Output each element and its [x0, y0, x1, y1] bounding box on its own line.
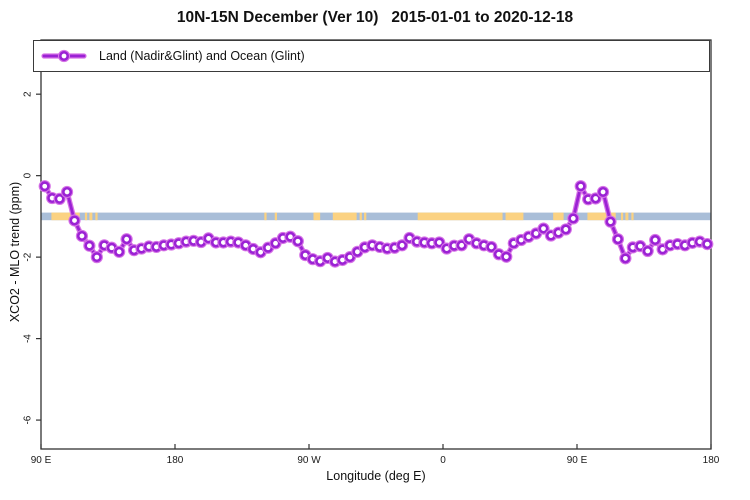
- x-tick-label: 90 E: [31, 455, 52, 466]
- data-point: [76, 230, 87, 241]
- data-point: [69, 215, 80, 226]
- legend-box: Land (Nadir&Glint) and Ocean (Glint): [33, 40, 710, 72]
- data-point: [397, 240, 408, 251]
- data-point: [434, 237, 445, 248]
- data-point: [456, 240, 467, 251]
- data-point: [54, 193, 65, 204]
- data-point: [292, 236, 303, 247]
- ocean-band: [41, 212, 711, 221]
- data-point: [501, 251, 512, 262]
- data-point: [39, 181, 50, 192]
- x-tick-label: 0: [440, 455, 446, 466]
- data-point: [114, 246, 125, 257]
- data-point: [575, 181, 586, 192]
- y-tick-label: -4: [23, 334, 34, 343]
- data-point: [84, 240, 95, 251]
- data-point: [605, 216, 616, 227]
- land-segment: [364, 212, 367, 221]
- land-segment: [417, 212, 503, 221]
- data-point: [642, 246, 653, 257]
- x-tick-label: 180: [167, 455, 184, 466]
- data-point: [598, 186, 609, 197]
- data-point: [344, 252, 355, 263]
- data-point: [91, 252, 102, 263]
- land-segment: [359, 212, 362, 221]
- x-tick-label: 180: [703, 455, 720, 466]
- data-point: [560, 224, 571, 235]
- x-tick-label: 90 W: [297, 455, 321, 466]
- data-point: [538, 223, 549, 234]
- land-segment: [505, 212, 524, 221]
- land-segment: [625, 212, 629, 221]
- land-segment: [51, 212, 80, 221]
- data-point: [650, 235, 661, 246]
- y-tick-label: 2: [23, 91, 34, 97]
- data-point: [612, 234, 623, 245]
- y-tick-label: -2: [23, 252, 34, 261]
- land-segment: [84, 212, 88, 221]
- legend-line-marker-icon: [41, 49, 87, 63]
- data-point: [568, 213, 579, 224]
- land-segment: [89, 212, 93, 221]
- data-point: [121, 234, 132, 245]
- data-point: [531, 228, 542, 239]
- land-segment: [587, 212, 616, 221]
- data-point: [62, 186, 73, 197]
- x-tick-label: 90 E: [567, 455, 588, 466]
- data-point: [635, 241, 646, 252]
- chart-title: 10N-15N December (Ver 10) 2015-01-01 to …: [176, 9, 574, 26]
- land-segment: [553, 212, 564, 221]
- data-point: [486, 241, 497, 252]
- data-point: [590, 193, 601, 204]
- land-segment: [274, 212, 277, 221]
- land-segment: [313, 212, 321, 221]
- land-segment: [620, 212, 624, 221]
- y-tick-label: 0: [23, 172, 34, 178]
- land-segment: [264, 212, 267, 221]
- x-axis-label: Longitude (deg E): [326, 469, 426, 483]
- land-segment: [332, 212, 357, 221]
- land-segment: [631, 212, 634, 221]
- y-axis-label: XCO2 - MLO trend (ppm): [8, 181, 22, 323]
- data-point: [702, 239, 713, 250]
- data-point: [270, 238, 281, 249]
- land-segment: [95, 212, 98, 221]
- data-point: [620, 253, 631, 264]
- legend-label: Land (Nadir&Glint) and Ocean (Glint): [99, 49, 305, 63]
- y-tick-label: -6: [23, 415, 34, 424]
